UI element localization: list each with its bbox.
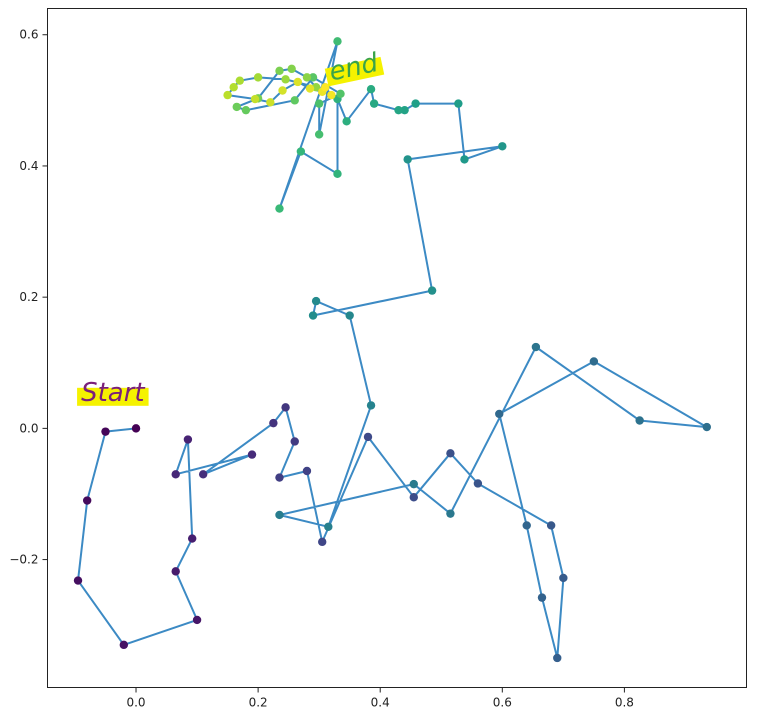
data-point xyxy=(281,403,290,412)
data-point xyxy=(171,470,180,479)
data-point xyxy=(235,76,245,85)
data-point xyxy=(308,311,318,320)
data-point xyxy=(275,204,284,213)
annotation-highlight xyxy=(324,56,385,87)
data-point xyxy=(460,155,469,164)
data-point xyxy=(522,521,531,530)
data-point xyxy=(409,493,418,502)
x-tick-label: 0.0 xyxy=(126,696,145,710)
data-point xyxy=(454,99,463,108)
y-tick-label: 0.2 xyxy=(19,290,38,304)
data-point xyxy=(498,142,507,151)
y-tick-label: 0.0 xyxy=(19,421,38,435)
data-point xyxy=(369,99,379,108)
data-point xyxy=(559,573,568,583)
data-point xyxy=(314,99,324,108)
data-point xyxy=(302,73,312,82)
data-point xyxy=(411,99,420,108)
data-point xyxy=(473,479,483,488)
data-point xyxy=(275,510,284,520)
data-point xyxy=(290,96,299,105)
x-tick-label: 0.8 xyxy=(615,696,634,710)
data-point xyxy=(336,89,345,98)
data-point xyxy=(253,73,263,82)
data-point xyxy=(446,509,455,518)
data-point xyxy=(183,435,193,444)
data-point xyxy=(275,66,284,76)
data-point xyxy=(537,593,547,602)
x-tick-label: 0.6 xyxy=(493,696,512,710)
y-axis: −0.2 0.0 0.2 0.4 0.6 xyxy=(9,28,48,567)
data-point xyxy=(333,37,342,46)
data-point xyxy=(366,401,376,410)
data-point xyxy=(266,98,275,107)
data-point xyxy=(278,86,287,95)
series-line xyxy=(77,40,708,659)
data-point xyxy=(409,479,418,489)
data-point xyxy=(73,576,83,585)
data-point xyxy=(229,83,238,92)
data-point xyxy=(308,73,318,82)
data-point xyxy=(321,83,330,92)
data-point xyxy=(342,117,351,126)
data-point xyxy=(531,342,541,352)
data-point xyxy=(119,640,129,650)
data-point xyxy=(400,105,409,115)
data-point xyxy=(394,105,403,115)
data-point xyxy=(635,416,644,425)
data-point xyxy=(187,534,197,543)
data-point xyxy=(192,615,202,625)
y-tick-label: −0.2 xyxy=(9,553,38,567)
data-point xyxy=(232,102,241,112)
data-point xyxy=(311,296,321,306)
data-point xyxy=(247,450,257,459)
data-point xyxy=(366,84,376,94)
data-point xyxy=(589,357,599,366)
data-point xyxy=(241,105,251,115)
data-point xyxy=(198,470,208,479)
y-tick-label: 0.6 xyxy=(19,28,38,42)
data-point xyxy=(290,437,299,446)
data-point xyxy=(82,496,92,505)
data-point xyxy=(324,522,333,531)
data-point xyxy=(269,418,278,428)
data-point xyxy=(281,75,290,84)
data-point xyxy=(171,567,180,576)
plot-frame xyxy=(47,8,747,688)
data-points xyxy=(73,37,712,663)
data-point xyxy=(427,286,437,295)
x-tick-label: 0.2 xyxy=(249,696,268,710)
data-point xyxy=(314,130,324,139)
data-point xyxy=(101,427,110,436)
data-point xyxy=(131,424,141,433)
x-tick-label: 0.4 xyxy=(371,696,390,710)
data-point xyxy=(403,155,412,164)
data-point xyxy=(546,521,556,530)
data-point xyxy=(293,77,302,87)
data-point xyxy=(302,466,312,476)
data-point xyxy=(275,473,284,482)
x-axis: 0.0 0.2 0.4 0.6 0.8 xyxy=(126,687,634,710)
y-tick-label: 0.4 xyxy=(19,159,38,173)
data-point xyxy=(296,147,306,156)
data-point xyxy=(446,449,455,458)
data-point xyxy=(702,422,712,432)
data-point xyxy=(305,84,315,93)
data-point xyxy=(250,94,260,104)
data-point xyxy=(327,90,336,100)
data-point xyxy=(495,409,504,419)
data-point xyxy=(333,169,342,179)
data-point xyxy=(318,537,327,547)
data-point xyxy=(363,432,373,442)
annotation-label: Start xyxy=(81,378,145,408)
data-point xyxy=(287,64,296,74)
data-point xyxy=(345,311,354,320)
data-point xyxy=(553,653,562,663)
annotation-highlight xyxy=(77,387,149,406)
data-point xyxy=(223,90,232,100)
